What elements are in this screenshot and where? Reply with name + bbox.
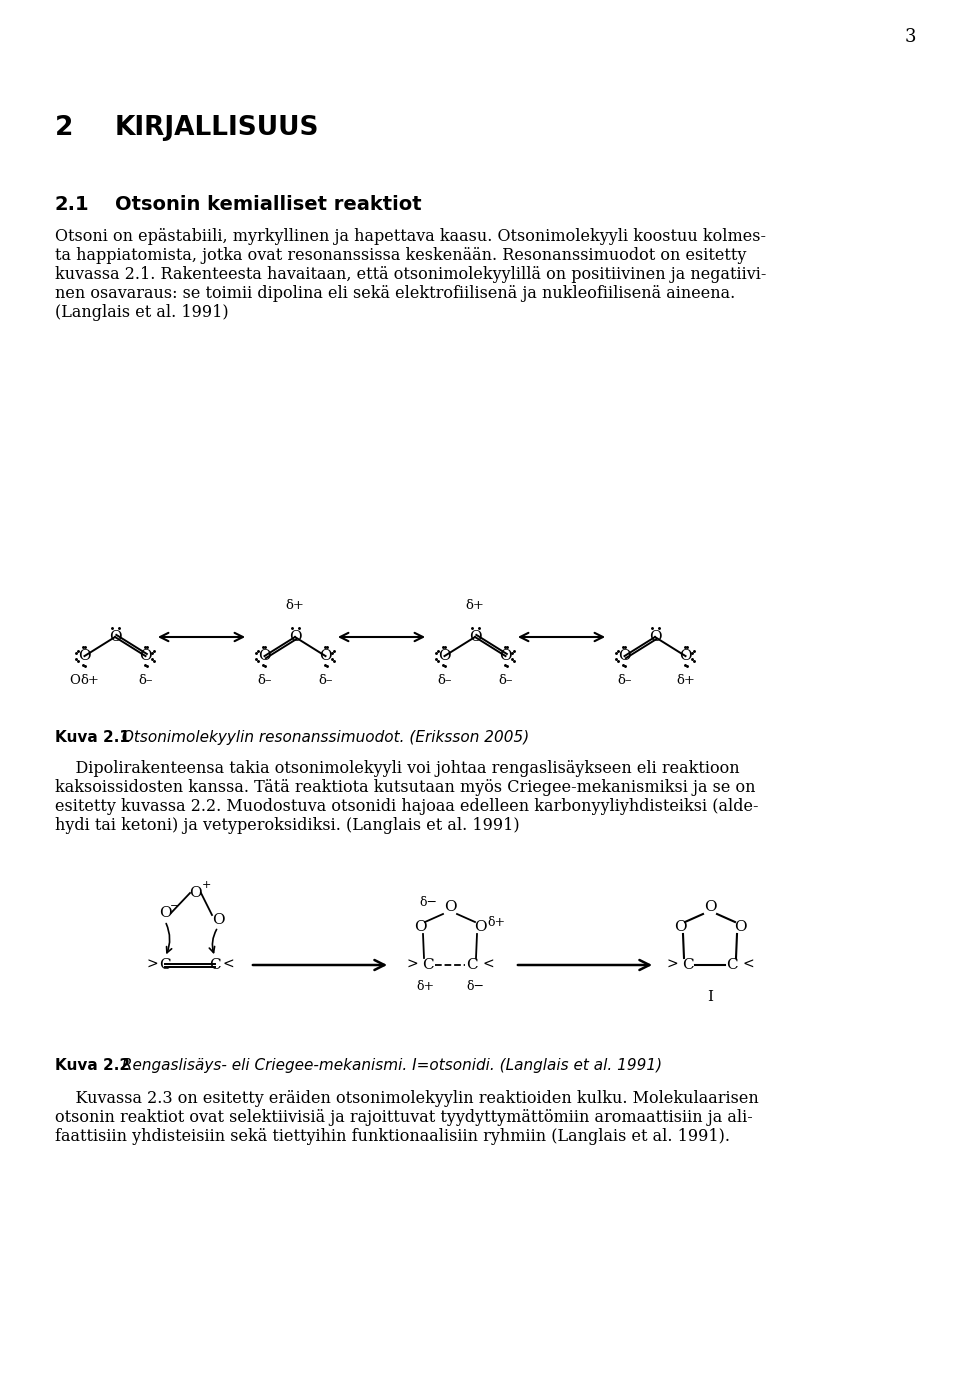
Text: nen osavaraus: se toimii dipolina eli sekä elektrofiilisenä ja nukleofiilisenä a: nen osavaraus: se toimii dipolina eli se… [55, 285, 735, 302]
Text: Rengaslisäys- eli Criegee-mekanismi. I=otsonidi. (Langlais et al. 1991): Rengaslisäys- eli Criegee-mekanismi. I=o… [117, 1058, 662, 1073]
Text: O: O [468, 630, 481, 644]
Text: hydi tai ketoni) ja vetyperoksidiksi. (Langlais et al. 1991): hydi tai ketoni) ja vetyperoksidiksi. (L… [55, 817, 519, 834]
Text: O: O [674, 921, 686, 935]
Text: Otsonimolekyylin resonanssimuodot. (Eriksson 2005): Otsonimolekyylin resonanssimuodot. (Erik… [117, 731, 529, 745]
Text: >: > [666, 958, 678, 972]
Text: δ−: δ− [466, 981, 484, 993]
Text: δ+: δ+ [416, 981, 434, 993]
Text: KIRJALLISUUS: KIRJALLISUUS [115, 115, 320, 141]
Text: O: O [139, 650, 152, 664]
Text: δ+: δ+ [676, 673, 695, 687]
Text: O: O [258, 650, 271, 664]
Text: >: > [146, 958, 157, 972]
Text: δ+: δ+ [466, 599, 485, 612]
Text: C: C [467, 958, 478, 972]
Text: O: O [108, 630, 121, 644]
Text: δ–: δ– [138, 673, 153, 687]
Text: C: C [209, 958, 221, 972]
Text: O: O [189, 886, 202, 900]
Text: δ–: δ– [319, 673, 333, 687]
Text: <: < [482, 958, 493, 972]
Text: δ−: δ− [419, 895, 437, 908]
Text: Dipolirakenteensa takia otsonimolekyyli voi johtaa rengaslisäykseen eli reaktioo: Dipolirakenteensa takia otsonimolekyyli … [55, 760, 739, 777]
Text: I: I [707, 990, 713, 1004]
Text: O: O [78, 650, 91, 664]
Text: O: O [680, 650, 692, 664]
Text: δ–: δ– [617, 673, 632, 687]
Text: δ–: δ– [498, 673, 513, 687]
Text: δ–: δ– [437, 673, 452, 687]
Text: O: O [499, 650, 512, 664]
Text: (Langlais et al. 1991): (Langlais et al. 1991) [55, 305, 228, 321]
Text: O: O [649, 630, 661, 644]
Text: kuvassa 2.1. Rakenteesta havaitaan, että otsonimolekyylillä on positiivinen ja n: kuvassa 2.1. Rakenteesta havaitaan, että… [55, 265, 766, 284]
Text: O: O [704, 900, 716, 914]
Text: faattisiin yhdisteisiin sekä tiettyihin funktionaalisiin ryhmiin (Langlais et al: faattisiin yhdisteisiin sekä tiettyihin … [55, 1127, 730, 1146]
Text: O: O [473, 921, 487, 935]
Text: Kuva 2.2: Kuva 2.2 [55, 1058, 131, 1073]
Text: 2.1: 2.1 [55, 196, 89, 214]
Text: O: O [733, 921, 746, 935]
Text: δ+: δ+ [285, 599, 304, 612]
Text: O: O [438, 650, 451, 664]
Text: Kuva 2.1: Kuva 2.1 [55, 731, 130, 745]
Text: −: − [170, 901, 180, 911]
Text: C: C [159, 958, 171, 972]
Text: Otsoni on epästabiili, myrkyllinen ja hapettava kaasu. Otsonimolekyyli koostuu k: Otsoni on epästabiili, myrkyllinen ja ha… [55, 228, 766, 244]
Text: O: O [289, 630, 301, 644]
Text: +: + [202, 880, 210, 890]
Text: O: O [444, 900, 456, 914]
Text: δ+: δ+ [487, 915, 505, 929]
Text: O: O [158, 907, 171, 921]
Text: C: C [726, 958, 738, 972]
Text: C: C [683, 958, 694, 972]
Text: O: O [69, 673, 80, 687]
Text: O: O [618, 650, 631, 664]
Text: otsonin reaktiot ovat selektiivisiä ja rajoittuvat tyydyttymättömiin aromaattisi: otsonin reaktiot ovat selektiivisiä ja r… [55, 1109, 753, 1126]
Text: C: C [422, 958, 434, 972]
Text: <: < [742, 958, 754, 972]
Text: ta happiatomista, jotka ovat resonanssissa keskenään. Resonanssimuodot on esitet: ta happiatomista, jotka ovat resonanssis… [55, 247, 746, 264]
Text: kaksoissidosten kanssa. Tätä reaktiota kutsutaan myös Criegee-mekanismiksi ja se: kaksoissidosten kanssa. Tätä reaktiota k… [55, 780, 756, 796]
Text: δ–: δ– [257, 673, 272, 687]
Text: >: > [406, 958, 418, 972]
Text: O: O [212, 914, 225, 928]
Text: 2: 2 [55, 115, 73, 141]
Text: O: O [320, 650, 332, 664]
Text: Otsonin kemialliset reaktiot: Otsonin kemialliset reaktiot [115, 196, 421, 214]
Text: Kuvassa 2.3 on esitetty eräiden otsonimolekyylin reaktioiden kulku. Molekulaaris: Kuvassa 2.3 on esitetty eräiden otsonimo… [55, 1090, 758, 1106]
Text: esitetty kuvassa 2.2. Muodostuva otsonidi hajoaa edelleen karbonyyliyhdisteiksi : esitetty kuvassa 2.2. Muodostuva otsonid… [55, 798, 758, 814]
Text: O: O [414, 921, 426, 935]
Text: <: < [222, 958, 234, 972]
Text: δ+: δ+ [80, 673, 99, 687]
Text: 3: 3 [905, 28, 917, 46]
